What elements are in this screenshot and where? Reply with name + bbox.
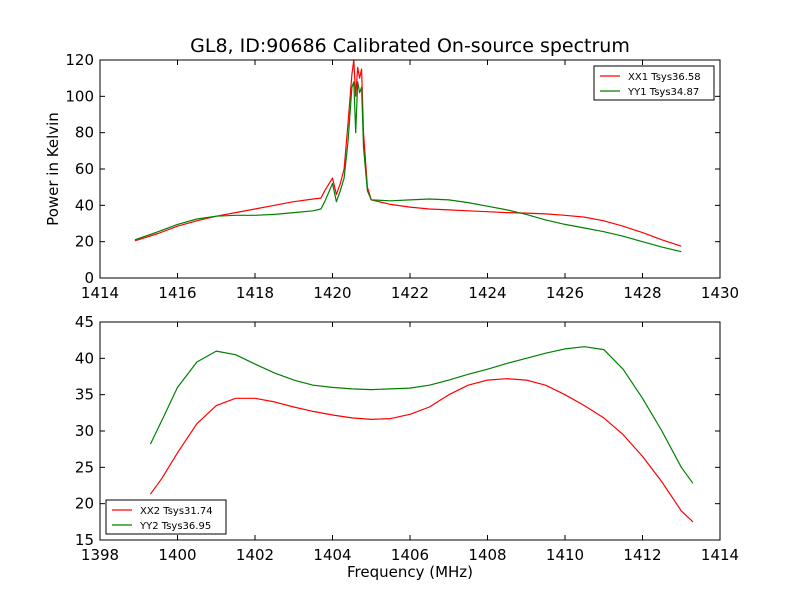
y-tick-label: 20: [75, 233, 94, 251]
x-tick-label: 1422: [391, 284, 429, 302]
y-tick-label: 15: [75, 531, 94, 549]
series-line-yy2: [149, 346, 694, 484]
x-tick-label: 1398: [81, 546, 119, 564]
legend-box: [593, 65, 715, 101]
y-tick-label: 40: [75, 349, 94, 367]
y-tick-label: 100: [65, 87, 94, 105]
top-plot: 1414 1416 1418 1420 1422 1424 1426 1428 1430 0 20 4…: [44, 51, 739, 302]
y-tick-label: 30: [75, 422, 94, 440]
legend-entry: XX1 Tsys36.58: [628, 72, 701, 83]
y-tick-label: 80: [75, 124, 94, 142]
x-tick-label: 1418: [236, 284, 274, 302]
x-tick-label: 1416: [158, 284, 196, 302]
x-tick-label: 1424: [468, 284, 506, 302]
x-tick-label: 1404: [313, 546, 351, 564]
x-tick-label: 1426: [546, 284, 584, 302]
legend: XX1 Tsys36.58 YY1 Tsys34.87: [593, 65, 715, 101]
legend-entry: YY2 Tsys36.95: [139, 521, 211, 532]
y-tick-label: 20: [75, 495, 94, 513]
x-tick-label: 1400: [158, 546, 196, 564]
x-tick-label: 1406: [391, 546, 429, 564]
y-tick-label: 120: [65, 51, 94, 69]
legend-entry: XX2 Tsys31.74: [140, 506, 213, 517]
y-tick-label: 0: [84, 269, 94, 287]
series-line-xx1: [134, 59, 682, 247]
x-tick-label: 1420: [313, 284, 351, 302]
x-tick-label: 1402: [236, 546, 274, 564]
legend-box: [105, 499, 227, 535]
x-tick-label: 1430: [701, 284, 739, 302]
y-tick-label: 25: [75, 458, 94, 476]
y-axis-label: Power in Kelvin: [44, 112, 62, 226]
series-line-xx2: [149, 378, 694, 523]
series-line-yy1: [134, 81, 682, 253]
legend: XX2 Tsys31.74 YY2 Tsys36.95: [105, 499, 227, 535]
x-tick-label: 1414: [81, 284, 119, 302]
x-axis-label: Frequency (MHz): [347, 563, 473, 581]
x-tick-label: 1428: [623, 284, 661, 302]
x-tick-label: 1412: [623, 546, 661, 564]
bottom-plot: 1398 1400 1402 1404 1406 1408 1410 1412 1414 15 20…: [75, 313, 739, 581]
legend-entry: YY1 Tsys34.87: [627, 87, 699, 98]
x-tick-label: 1408: [468, 546, 506, 564]
x-tick-label: 1414: [701, 546, 739, 564]
y-tick-label: 35: [75, 386, 94, 404]
y-tick-label: 45: [75, 313, 94, 331]
x-tick-label: 1410: [546, 546, 584, 564]
chart-title: GL8, ID:90686 Calibrated On-source spect…: [190, 35, 630, 57]
y-tick-label: 40: [75, 196, 94, 214]
y-tick-label: 60: [75, 160, 94, 178]
